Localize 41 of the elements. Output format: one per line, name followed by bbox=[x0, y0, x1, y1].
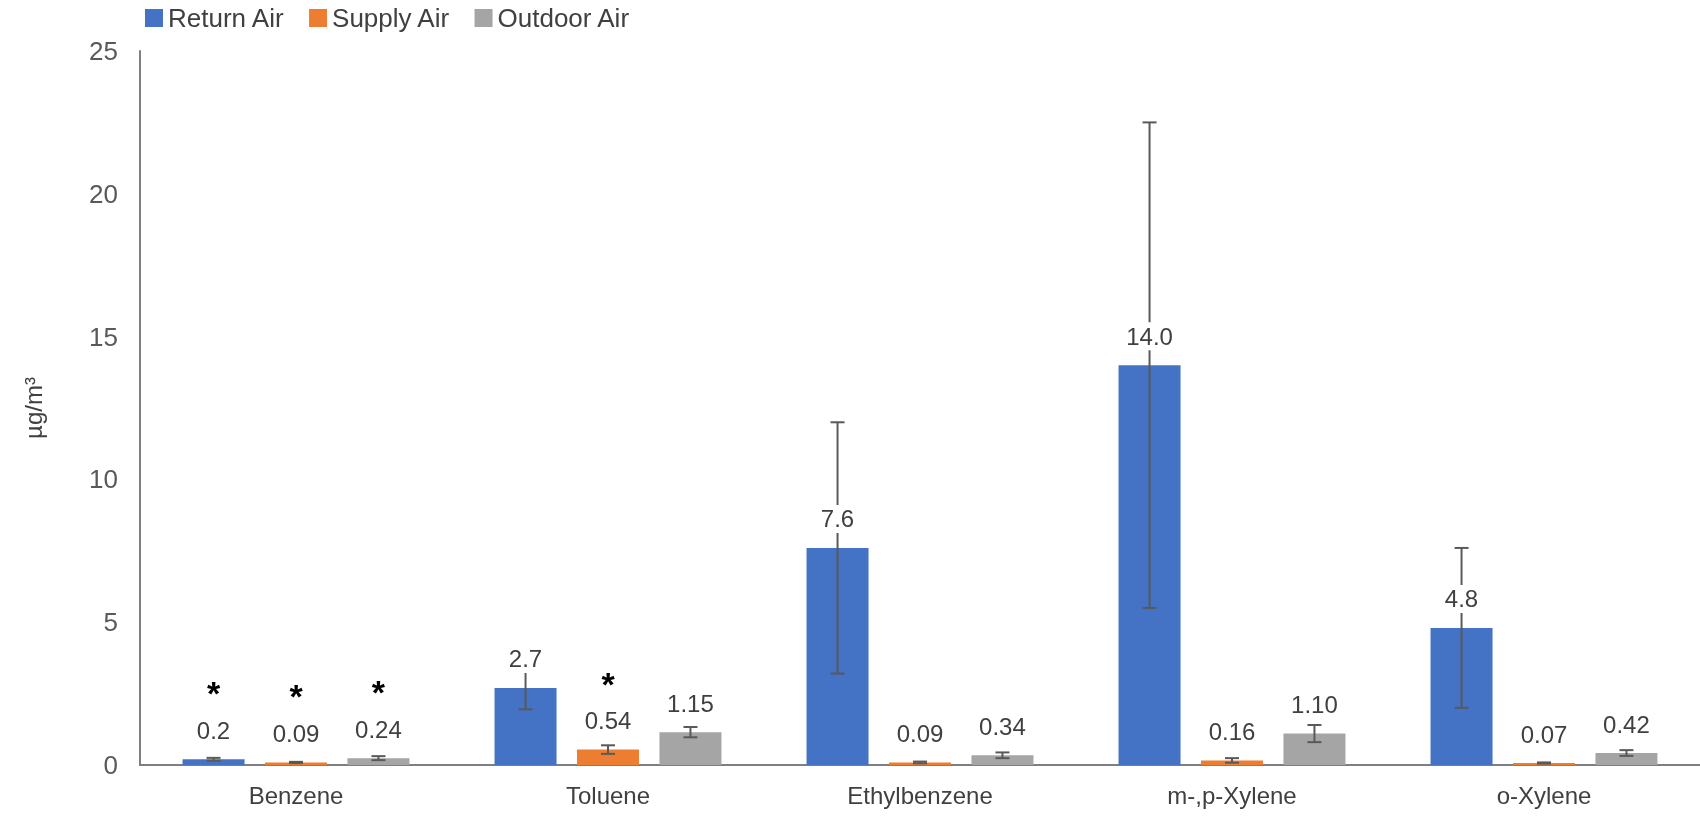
y-tick-label: 0 bbox=[103, 750, 118, 780]
data-label: 1.10 bbox=[1291, 691, 1338, 719]
data-label: 2.7 bbox=[508, 645, 543, 673]
data-label: 14.0 bbox=[1126, 322, 1173, 350]
legend-label: Outdoor Air bbox=[497, 3, 630, 33]
bar bbox=[659, 732, 722, 765]
legend-label: Return Air bbox=[168, 3, 284, 33]
data-label: 4.8 bbox=[1444, 585, 1479, 613]
y-tick-label: 20 bbox=[89, 178, 118, 209]
bar bbox=[971, 755, 1034, 765]
data-label: * 0.54 bbox=[584, 664, 632, 735]
data-label: 0.07 bbox=[1520, 720, 1568, 748]
y-tick-label: 5 bbox=[103, 607, 118, 638]
bar bbox=[347, 758, 410, 765]
data-label: * 0.24 bbox=[355, 673, 402, 743]
data-label: * 0.2 bbox=[196, 674, 231, 744]
bar bbox=[182, 759, 245, 765]
bar bbox=[494, 687, 557, 765]
bar bbox=[806, 547, 869, 765]
x-tick-label: Toluene bbox=[565, 781, 651, 809]
data-label: 0.09 bbox=[896, 719, 944, 747]
data-label: * 0.09 bbox=[272, 677, 320, 747]
x-tick-label: Benzene bbox=[248, 781, 344, 809]
bar bbox=[1118, 365, 1181, 765]
data-label: 0.42 bbox=[1603, 710, 1650, 738]
data-label: 0.16 bbox=[1208, 717, 1256, 745]
y-tick-label: 10 bbox=[89, 464, 118, 495]
y-tick-label: 25 bbox=[89, 36, 118, 66]
bar bbox=[1283, 733, 1346, 765]
x-tick-label: Ethylbenzene bbox=[847, 781, 993, 809]
y-tick-label: 15 bbox=[89, 321, 118, 352]
data-label: 0.34 bbox=[979, 712, 1026, 740]
x-tick-label: o-Xylene bbox=[1496, 781, 1592, 809]
data-label: 7.6 bbox=[820, 505, 855, 533]
data-label: 1.15 bbox=[667, 689, 714, 717]
bar bbox=[1595, 753, 1658, 765]
bar bbox=[1430, 627, 1493, 765]
legend-label: Supply Air bbox=[332, 3, 450, 33]
bar bbox=[577, 749, 639, 765]
x-tick-label: m-,p-Xylene bbox=[1167, 781, 1297, 809]
y-axis-title: µg/m³ bbox=[19, 377, 47, 439]
